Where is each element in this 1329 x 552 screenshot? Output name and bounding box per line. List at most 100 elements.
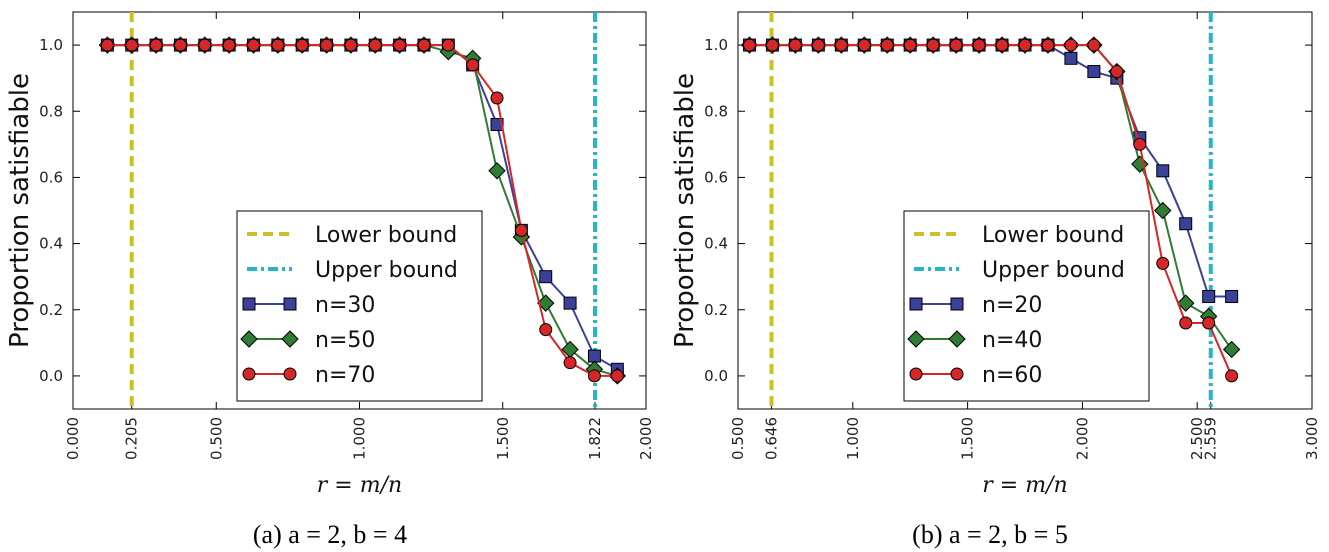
legend-marker-n=20 xyxy=(909,297,923,311)
legend-upper-bound-label: Upper bound xyxy=(982,258,1125,283)
data-point-n=70 xyxy=(563,356,577,370)
y-tick-label: 0.2 xyxy=(39,301,63,319)
y-tick-label: 0.8 xyxy=(704,102,728,120)
series-line-n=70 xyxy=(107,44,618,377)
data-point-n=70 xyxy=(441,38,455,52)
x-tick-label: 1.000 xyxy=(351,417,369,460)
y-axis-label: Proportion satisfiable xyxy=(670,73,700,348)
legend-marker-n=30 xyxy=(283,297,297,311)
legend-label-n=60: n=60 xyxy=(982,363,1042,388)
data-point-n=60 xyxy=(1064,38,1078,52)
data-point-n=60 xyxy=(1225,369,1239,383)
data-point-n=60 xyxy=(926,38,940,52)
data-point-n=50 xyxy=(537,294,555,312)
data-point-n=60 xyxy=(1202,316,1216,330)
legend-marker-n=30 xyxy=(242,297,256,311)
y-tick-label: 0.4 xyxy=(704,235,728,253)
x-tick-label: 3.000 xyxy=(1303,417,1321,460)
y-tick-label: 0.8 xyxy=(39,102,63,120)
chart-panel-b: 0.0 0.2 0.4 0.6 0.8 1.0 0.500 0.646 1.000 1.500 2.… xyxy=(670,11,1321,549)
data-point-n=60 xyxy=(1087,38,1101,52)
legend-marker-n=50 xyxy=(281,330,299,348)
x-tick-label: 1.822 xyxy=(586,417,604,460)
data-point-n=70 xyxy=(100,38,114,52)
data-point-n=70 xyxy=(173,38,187,52)
data-point-n=60 xyxy=(1110,65,1124,79)
data-point-n=70 xyxy=(271,38,285,52)
x-tick-label: 1.500 xyxy=(494,417,512,460)
data-point-n=20 xyxy=(1202,290,1216,304)
data-point-n=70 xyxy=(587,369,601,383)
data-point-n=70 xyxy=(610,369,624,383)
x-tick-label: 0.500 xyxy=(207,417,225,460)
data-point-n=70 xyxy=(295,38,309,52)
data-point-n=30 xyxy=(563,296,577,310)
legend-box xyxy=(236,210,483,402)
x-tick-label: 0.205 xyxy=(123,417,141,460)
data-point-n=70 xyxy=(320,38,334,52)
legend-marker-n=20 xyxy=(950,297,964,311)
data-point-n=30 xyxy=(587,349,601,363)
data-point-n=60 xyxy=(857,38,871,52)
x-tick-label: 0.500 xyxy=(729,417,747,460)
data-point-n=70 xyxy=(368,38,382,52)
data-point-n=60 xyxy=(903,38,917,52)
data-point-n=30 xyxy=(539,270,553,284)
legend-upper-bound-label: Upper bound xyxy=(315,258,458,283)
y-tick-label: 0.6 xyxy=(39,168,63,186)
x-tick-label: 0.646 xyxy=(763,417,781,460)
data-point-n=70 xyxy=(539,323,553,337)
x-axis-label: r = m/n xyxy=(317,473,402,498)
data-point-n=20 xyxy=(1087,65,1101,79)
x-tick-label: 2.500 xyxy=(1188,417,1206,460)
legend-label-n=70: n=70 xyxy=(315,363,375,388)
data-point-n=70 xyxy=(490,91,504,105)
data-point-n=60 xyxy=(1179,316,1193,330)
data-point-n=60 xyxy=(765,38,779,52)
data-point-n=60 xyxy=(1156,256,1170,270)
legend-marker-n=40 xyxy=(948,330,966,348)
data-point-n=20 xyxy=(1179,217,1193,231)
y-tick-label: 1.0 xyxy=(704,36,728,54)
data-point-n=30 xyxy=(490,117,504,131)
x-tick-label: 2.559 xyxy=(1202,417,1220,460)
x-axis-label: r = m/n xyxy=(982,473,1067,498)
data-point-n=60 xyxy=(788,38,802,52)
data-point-n=40 xyxy=(1154,201,1172,220)
data-point-n=70 xyxy=(417,38,431,52)
data-point-n=40 xyxy=(1222,340,1241,359)
legend-marker-n=60 xyxy=(950,367,964,381)
x-tick-label: 1.500 xyxy=(959,417,977,460)
data-point-n=60 xyxy=(972,38,986,52)
y-tick-label: 0.0 xyxy=(39,367,63,385)
y-tick-label: 0.6 xyxy=(704,168,728,186)
legend-lower-bound-label: Lower bound xyxy=(982,223,1124,248)
data-point-n=20 xyxy=(1156,164,1170,178)
figure-caption: (a) a = 2, b = 4 xyxy=(253,520,407,549)
data-point-n=20 xyxy=(1225,290,1239,304)
legend-label-n=40: n=40 xyxy=(982,328,1042,353)
y-axis-label: Proportion satisfiable xyxy=(5,73,35,348)
data-point-n=50 xyxy=(488,162,506,180)
legend-label-n=50: n=50 xyxy=(315,328,375,353)
data-point-n=70 xyxy=(466,58,480,72)
x-tick-label: 2.000 xyxy=(637,417,655,460)
chart-panel-a: 0.0 0.2 0.4 0.6 0.8 1.0 0.000 0.205 0.500 1.000 1.… xyxy=(5,11,655,549)
data-point-n=60 xyxy=(834,38,848,52)
data-point-n=70 xyxy=(246,38,260,52)
legend-label-n=20: n=20 xyxy=(982,293,1042,318)
data-point-n=70 xyxy=(393,38,407,52)
data-point-n=70 xyxy=(198,38,212,52)
y-tick-label: 0.4 xyxy=(39,235,63,253)
y-tick-label: 1.0 xyxy=(39,36,63,54)
legend-marker-n=70 xyxy=(283,367,297,381)
y-tick-label: 0.2 xyxy=(704,301,728,319)
data-point-n=60 xyxy=(995,38,1009,52)
data-point-n=60 xyxy=(949,38,963,52)
legend-marker-n=70 xyxy=(242,367,256,381)
legend-marker-n=40 xyxy=(907,330,925,348)
legend-lower-bound-label: Lower bound xyxy=(315,223,457,248)
x-tick-label: 0.000 xyxy=(64,417,82,460)
data-point-n=70 xyxy=(125,38,139,52)
